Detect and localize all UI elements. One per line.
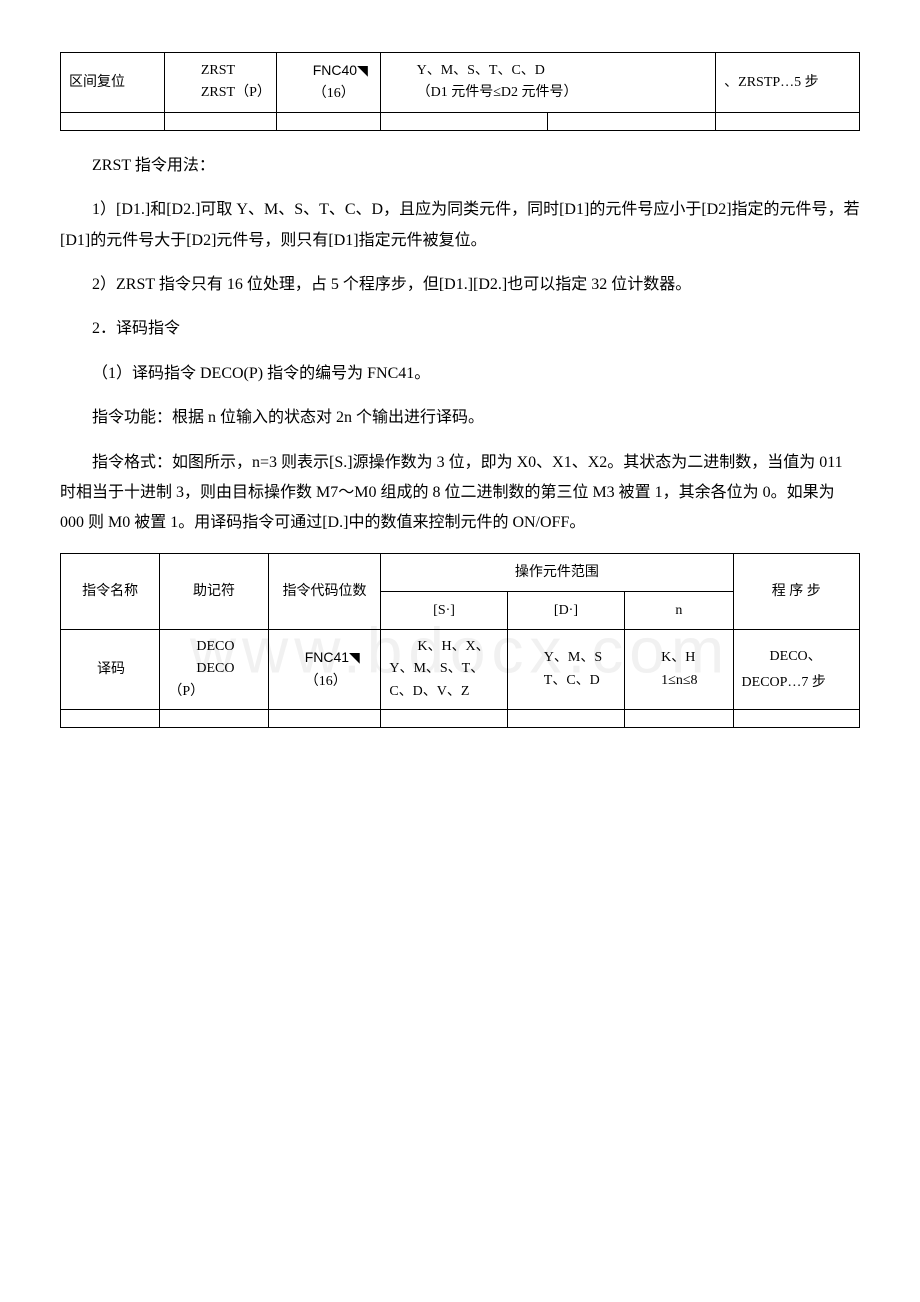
- table-row: 区间复位 ZRST ZRST（P） FNC40◥ （16） Y、M、S、T、C、…: [61, 53, 860, 113]
- text: FNC40◥: [285, 59, 372, 83]
- header-cell: 指令名称: [61, 553, 160, 629]
- text: Y、M、S、T、C、D: [389, 60, 708, 82]
- cell-s: K、H、X、Y、M、S、T、C、D、V、Z: [381, 630, 507, 710]
- paragraph: 指令格式：如图所示，n=3 则表示[S.]源操作数为 3 位，即为 X0、X1、…: [60, 448, 860, 539]
- table-header-row: 指令名称 助记符 指令代码位数 操作元件范围 程 序 步: [61, 553, 860, 591]
- paragraph: ZRST 指令用法：: [60, 151, 860, 181]
- text: ZRST（P）: [173, 82, 268, 104]
- cell-mnemonic: DECO DECO（P）: [160, 630, 268, 710]
- cell-n: K、H 1≤n≤8: [625, 630, 733, 710]
- paragraph: 1）[D1.]和[D2.]可取 Y、M、S、T、C、D，且应为同类元件，同时[D…: [60, 195, 860, 256]
- text: 1≤n≤8: [633, 670, 724, 692]
- text: （16）: [277, 671, 373, 693]
- text: DECO（P）: [168, 658, 259, 703]
- cell-code: FNC41◥ （16）: [268, 630, 381, 710]
- cell-code: FNC40◥ （16）: [276, 53, 380, 113]
- paragraph: 2．译码指令: [60, 314, 860, 344]
- text: FNC41◥: [277, 646, 373, 670]
- table-row: [61, 710, 860, 728]
- text: T、C、D: [516, 670, 616, 692]
- cell-d: Y、M、S T、C、D: [507, 630, 624, 710]
- cell-step: 、ZRSTP…5 步: [716, 53, 860, 113]
- cell-name: 区间复位: [61, 53, 165, 113]
- subheader-cell: [D·]: [507, 591, 624, 629]
- paragraph: 指令功能：根据 n 位输入的状态对 2n 个输出进行译码。: [60, 403, 860, 433]
- table-row: 译码 DECO DECO（P） FNC41◥ （16） K、H、X、Y、M、S、…: [61, 630, 860, 710]
- text: DECO: [168, 636, 259, 658]
- header-cell: 程 序 步: [733, 553, 859, 629]
- cell-operand: Y、M、S、T、C、D （D1 元件号≤D2 元件号）: [380, 53, 716, 113]
- text: ZRST: [173, 60, 268, 82]
- text: （16）: [285, 83, 372, 105]
- text: Y、M、S: [516, 647, 616, 669]
- cell-mnemonic: ZRST ZRST（P）: [164, 53, 276, 113]
- header-cell: 指令代码位数: [268, 553, 381, 629]
- paragraph: 2）ZRST 指令只有 16 位处理，占 5 个程序步，但[D1.][D2.]也…: [60, 270, 860, 300]
- cell-name: 译码: [61, 630, 160, 710]
- table-row: [61, 112, 860, 130]
- text: K、H: [633, 647, 724, 669]
- table-zrst: 区间复位 ZRST ZRST（P） FNC40◥ （16） Y、M、S、T、C、…: [60, 52, 860, 131]
- cell-step: DECO、DECOP…7 步: [733, 630, 859, 710]
- paragraph: （1）译码指令 DECO(P) 指令的编号为 FNC41。: [60, 359, 860, 389]
- subheader-cell: n: [625, 591, 733, 629]
- text: （D1 元件号≤D2 元件号）: [389, 82, 708, 104]
- subheader-cell: [S·]: [381, 591, 507, 629]
- header-cell: 助记符: [160, 553, 268, 629]
- header-cell: 操作元件范围: [381, 553, 733, 591]
- table-deco: 指令名称 助记符 指令代码位数 操作元件范围 程 序 步 [S·] [D·] n…: [60, 553, 860, 729]
